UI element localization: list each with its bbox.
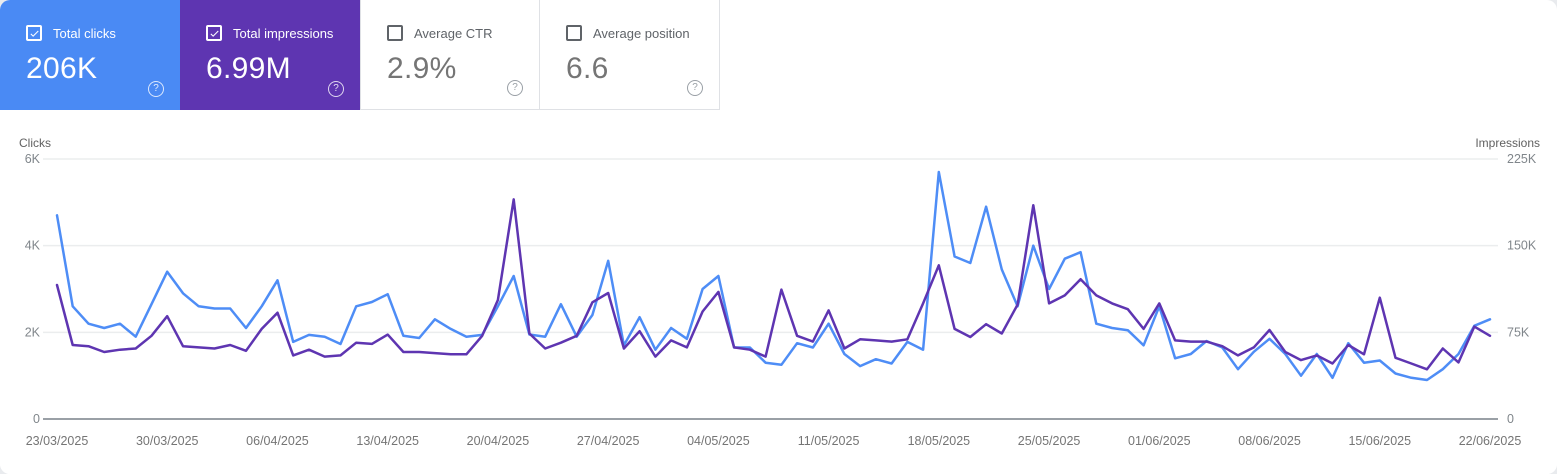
checkbox-unchecked-icon[interactable] (387, 25, 403, 41)
help-icon[interactable]: ? (148, 81, 164, 97)
card-value: 6.99M (206, 52, 291, 85)
x-axis-label: 22/06/2025 (1459, 434, 1522, 448)
left-axis-tick: 4K (25, 239, 41, 253)
right-axis-tick: 150K (1507, 239, 1537, 253)
card-head: Average position (566, 25, 719, 41)
help-icon[interactable]: ? (507, 80, 523, 96)
checkbox-checked-icon[interactable] (26, 25, 42, 41)
x-axis-label: 11/05/2025 (798, 434, 860, 448)
card-value: 6.6 (566, 52, 609, 85)
x-axis-label: 06/04/2025 (246, 434, 309, 448)
x-axis-label: 04/05/2025 (687, 434, 750, 448)
card-head: Average CTR (387, 25, 539, 41)
right-axis-title: Impressions (1475, 136, 1540, 150)
chart-plot-area[interactable]: 0 2K 4K 6K 0 75K 150K 225K 23/03/2025 30/03/2025 0… (0, 130, 1557, 474)
x-axis-label: 27/04/2025 (577, 434, 640, 448)
checkbox-unchecked-icon[interactable] (566, 25, 582, 41)
card-label: Total impressions (233, 25, 334, 41)
right-axis-tick: 225K (1507, 152, 1537, 166)
card-head: Total clicks (26, 25, 180, 41)
x-axis-label: 08/06/2025 (1238, 434, 1301, 448)
clicks-line[interactable] (55, 170, 1492, 382)
metric-cards-row: Total clicks 206K ? Total impressions 6.… (0, 0, 1557, 110)
x-axis-label: 01/06/2025 (1128, 434, 1191, 448)
metric-card-average-position[interactable]: Average position 6.6 ? (540, 0, 720, 110)
metric-card-total-impressions[interactable]: Total impressions 6.99M ? (180, 0, 360, 110)
left-axis-title: Clicks (19, 136, 51, 150)
card-value: 206K (26, 52, 98, 85)
x-axis-label: 15/06/2025 (1348, 434, 1411, 448)
impressions-line[interactable] (55, 198, 1492, 371)
help-icon[interactable]: ? (328, 81, 344, 97)
metric-card-total-clicks[interactable]: Total clicks 206K ? (0, 0, 180, 110)
left-axis-tick: 0 (33, 412, 40, 426)
x-axis-label: 23/03/2025 (26, 434, 89, 448)
left-axis-tick: 2K (25, 325, 41, 339)
checkbox-checked-icon[interactable] (206, 25, 222, 41)
card-value: 2.9% (387, 52, 457, 85)
x-axis-label: 18/05/2025 (908, 434, 971, 448)
x-axis-label: 25/05/2025 (1018, 434, 1081, 448)
x-axis-label: 30/03/2025 (136, 434, 199, 448)
performance-chart: Clicks Impressions 0 2K 4K 6K 0 75K 150K 225K 23… (0, 110, 1557, 474)
left-axis-tick: 6K (25, 152, 41, 166)
metric-card-average-ctr[interactable]: Average CTR 2.9% ? (360, 0, 540, 110)
x-axis-label: 13/04/2025 (356, 434, 419, 448)
right-axis-tick: 75K (1507, 325, 1530, 339)
x-axis-label: 20/04/2025 (467, 434, 530, 448)
card-label: Average position (593, 25, 690, 41)
card-label: Total clicks (53, 25, 116, 41)
card-label: Average CTR (414, 25, 493, 41)
card-head: Total impressions (206, 25, 360, 41)
right-axis-tick: 0 (1507, 412, 1514, 426)
help-icon[interactable]: ? (687, 80, 703, 96)
